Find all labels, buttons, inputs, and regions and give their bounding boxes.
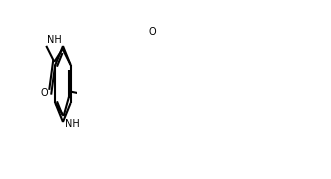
Text: NH: NH [47, 35, 62, 45]
Text: O: O [41, 88, 48, 98]
Text: O: O [149, 27, 156, 37]
Text: NH: NH [65, 119, 79, 129]
